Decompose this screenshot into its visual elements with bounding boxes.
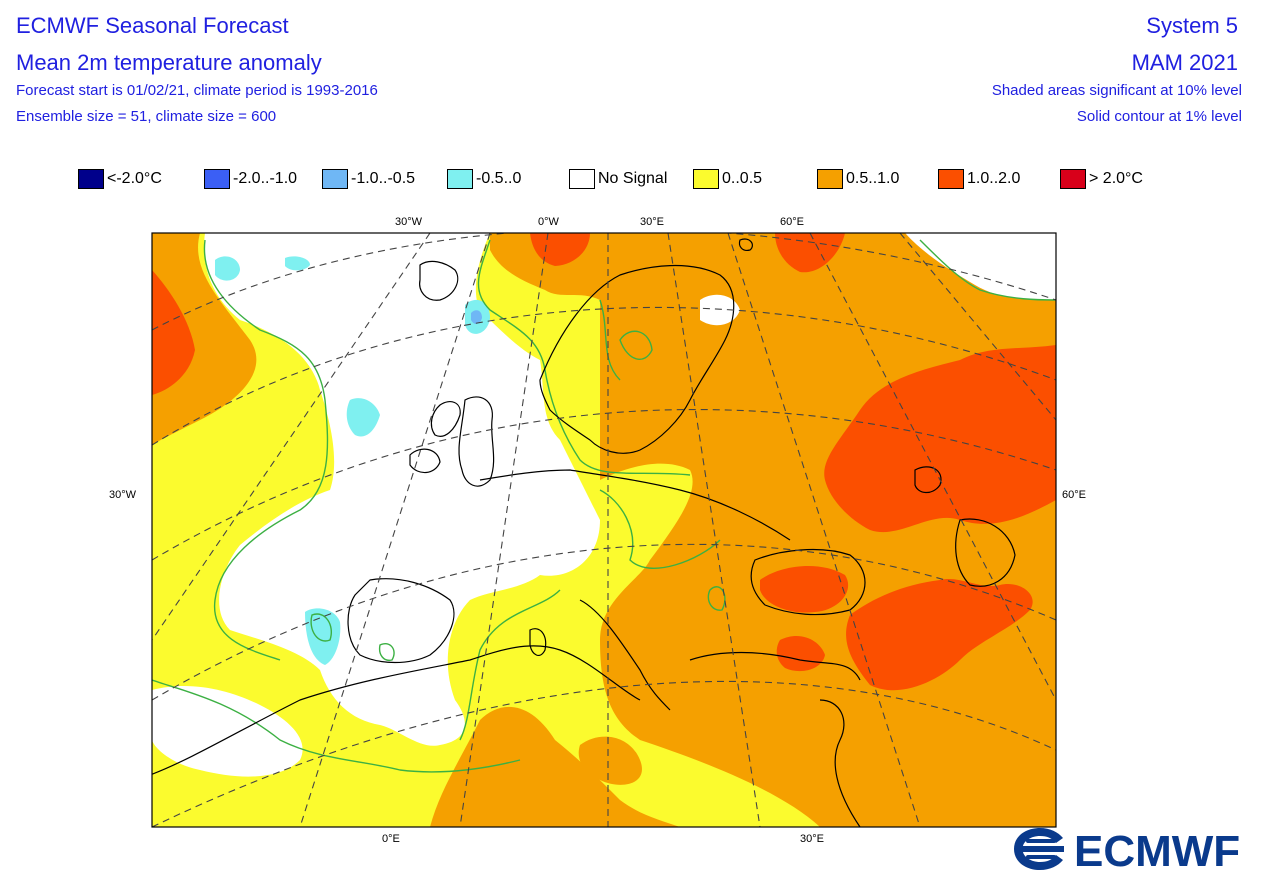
legend: <-2.0°C -2.0..-1.0 -1.0..-0.5 -0.5..0 No… (78, 167, 1198, 193)
legend-item-05-1: 0.5..1.0 (817, 167, 899, 191)
legend-swatch (938, 169, 964, 189)
no-signal-atlantic (204, 233, 600, 746)
season-label: MAM 2021 (1131, 50, 1238, 75)
legend-label: No Signal (598, 170, 668, 187)
significance-note: Shaded areas significant at 10% level (991, 82, 1242, 99)
anomaly-cyan-a (215, 256, 240, 281)
legend-swatch (78, 169, 104, 189)
anomaly-red-arctic (775, 233, 845, 273)
map-area (152, 233, 1056, 827)
axis-label-left-30w: 30°W (109, 489, 137, 501)
map-frame (151, 232, 1057, 828)
anomaly-red-norway (530, 233, 590, 266)
legend-item-1-2: 1.0..2.0 (938, 167, 1020, 191)
variable-title: Mean 2m temperature anomaly (16, 50, 322, 75)
axis-label-bottom-30e: 30°E (800, 833, 824, 845)
legend-item-below-minus2: <-2.0°C (78, 167, 162, 191)
legend-swatch (322, 169, 348, 189)
no-signal-scand-lake (700, 294, 740, 326)
legend-label: -2.0..-1.0 (233, 170, 298, 187)
anomaly-orange-africa (430, 706, 680, 827)
coastlines (152, 238, 1016, 827)
legend-swatch (817, 169, 843, 189)
significance-contours (152, 239, 1056, 773)
ensemble-info: Ensemble size = 51, climate size = 600 (16, 108, 277, 125)
map-title: ECMWF Seasonal Forecast (16, 13, 289, 38)
anomaly-red-caspian (846, 578, 1033, 691)
legend-item-minus1-minus05: -1.0..-0.5 (322, 167, 415, 191)
axis-label-right-60e: 60°E (1062, 489, 1086, 501)
anomaly-red-west (152, 270, 195, 395)
legend-label: 1.0..2.0 (967, 170, 1021, 187)
anomaly-cyan-c (346, 398, 380, 437)
axis-label-top-30e: 30°E (640, 216, 664, 228)
anomaly-red-russia (824, 345, 1056, 533)
logo-text: ECMWF (1074, 827, 1240, 872)
anomaly-cyan-b (285, 256, 310, 271)
legend-item-minus05-0: -0.5..0 (447, 167, 521, 191)
no-signal-sahara (152, 685, 303, 777)
legend-swatch (693, 169, 719, 189)
legend-label: -0.5..0 (476, 170, 522, 187)
contour-note: Solid contour at 1% level (1076, 108, 1242, 125)
no-signal-northeast (905, 233, 1056, 300)
legend-label: > 2.0°C (1089, 170, 1143, 187)
axis-label-bottom-0e: 0°E (382, 833, 400, 845)
anomaly-orange-med (578, 736, 642, 785)
axis-label-top-0w: 0°W (538, 216, 559, 228)
legend-swatch (1060, 169, 1086, 189)
graticule (152, 233, 1056, 827)
legend-label: 0.5..1.0 (846, 170, 900, 187)
legend-swatch (204, 169, 230, 189)
anomaly-orange-west (152, 233, 257, 445)
legend-label: <-2.0°C (107, 170, 162, 187)
forecast-start-info: Forecast start is 01/02/21, climate peri… (16, 82, 378, 99)
legend-item-above-2: > 2.0°C (1060, 167, 1143, 191)
legend-item-no-signal: No Signal (569, 167, 667, 191)
anomaly-lightblue-d (471, 310, 482, 324)
legend-item-minus2-minus1: -2.0..-1.0 (204, 167, 297, 191)
anomaly-red-anatolia (776, 635, 825, 672)
anomaly-red-blacksea (760, 565, 849, 613)
legend-item-0-05: 0..0.5 (693, 167, 762, 191)
legend-swatch (569, 169, 595, 189)
axis-label-top-60e: 60°E (780, 216, 804, 228)
system-label: System 5 (1146, 13, 1238, 38)
legend-label: -1.0..-0.5 (351, 170, 416, 187)
anomaly-cyan-iberia (305, 608, 341, 665)
ecmwf-logo: ECMWF (1014, 827, 1240, 872)
legend-swatch (447, 169, 473, 189)
legend-label: 0..0.5 (722, 170, 763, 187)
axis-label-top-30w: 30°W (395, 216, 423, 228)
